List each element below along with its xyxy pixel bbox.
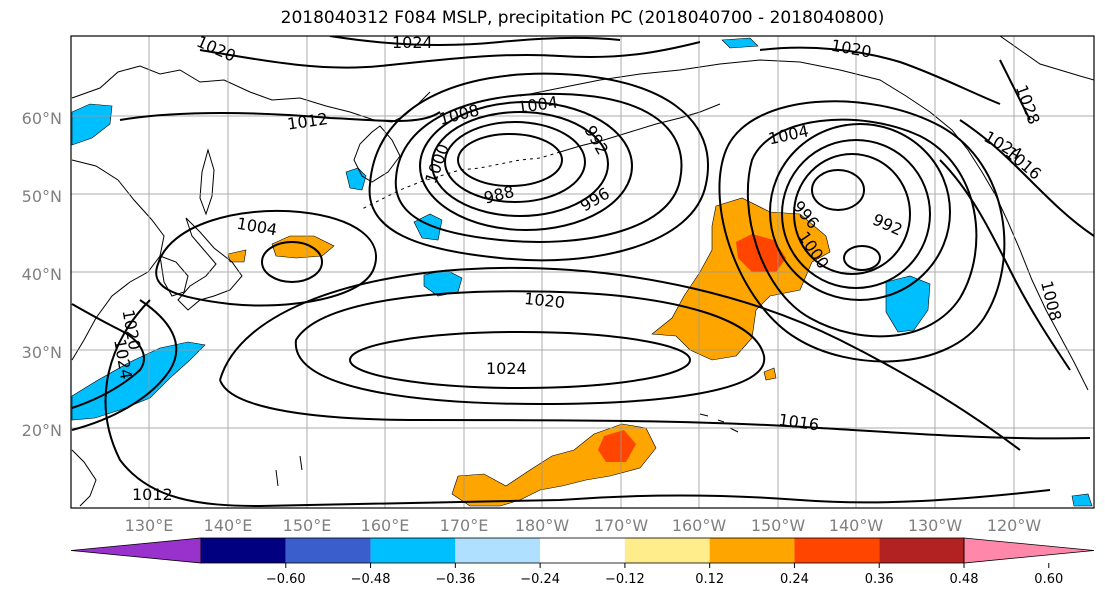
precip-area-bering [721, 37, 759, 49]
precip-area-nw [71, 103, 113, 146]
lat-label-20n: 20°N [22, 421, 62, 440]
coast-alaska-peninsula [559, 103, 721, 153]
lon-label: 180°W [515, 516, 570, 535]
graticule [71, 36, 1094, 508]
colorbar-tick-label: 0.48 [950, 572, 979, 587]
longitude-labels: 130°E 140°E 150°E 160°E 170°E 180°W 170°… [125, 516, 1042, 535]
lon-label: 170°E [440, 516, 489, 535]
precip-area-hawaii-core [598, 430, 636, 462]
coast-japan [177, 217, 243, 311]
lon-label: 160°W [672, 516, 727, 535]
colorbar-tick-label: 0.12 [695, 572, 724, 587]
colorbar-frame [200, 537, 965, 564]
isobar-high-1024 [349, 331, 691, 389]
isobar-label: 1024 [486, 359, 527, 378]
lon-label: 120°W [987, 516, 1042, 535]
colorbar-segment [370, 538, 456, 563]
isobar-ne-1028 [999, 59, 1031, 121]
colorbar-tick-label: 0.24 [780, 572, 809, 587]
colorbar-tick-label: 0.60 [1034, 572, 1063, 587]
lat-label-30n: 30°N [22, 343, 62, 362]
isobar-sw-1024 [71, 303, 145, 409]
lon-label: 130°W [908, 516, 963, 535]
isobar-low2-996 [781, 139, 931, 289]
isobar-1008-west [368, 72, 709, 262]
isobar-1016 [219, 266, 1091, 451]
colorbar-segment [794, 538, 880, 563]
lat-label-40n: 40°N [22, 265, 62, 284]
colorbar-segment [201, 538, 286, 563]
isobar-low1-996 [431, 111, 609, 217]
lat-label-60n: 60°N [22, 109, 62, 128]
latitude-labels: 60°N 50°N 40°N 30°N 20°N [22, 109, 62, 440]
colorbar-tick-label: −0.12 [605, 572, 645, 587]
lon-label: 150°W [751, 516, 806, 535]
coast-sakhalin [199, 148, 215, 216]
isobar-ne-1016 [939, 159, 1071, 371]
isobar-low3-inner [261, 241, 323, 283]
lon-label: 160°E [361, 516, 410, 535]
isobar-north-1012 [119, 111, 441, 122]
isobar-low2-inner2 [811, 169, 865, 211]
colorbar-extend-max [963, 537, 1095, 564]
colorbar-extend-min [70, 537, 202, 564]
isobar-low2-992 [793, 153, 911, 275]
map-title: 2018040312 F084 MSLP, precipitation PC (… [280, 8, 885, 28]
colorbar-tick-label: −0.36 [435, 572, 475, 587]
coast-kamchatka [353, 125, 401, 183]
isobars [71, 36, 1094, 507]
colorbar-segment [879, 538, 964, 563]
colorbar-segment [709, 538, 795, 563]
precip-area-sw-small [1071, 493, 1093, 507]
isobar-ne-1020 [759, 46, 1001, 105]
isobar-1012 [104, 299, 1051, 507]
colorbar-segment [455, 538, 541, 563]
isobar-low1-992 [444, 121, 586, 203]
coast-north-america [999, 36, 1094, 81]
coast-alaska [519, 59, 1089, 391]
isobar-1004-east [746, 118, 978, 338]
colorbar-segment [285, 538, 371, 563]
lon-label: 170°W [594, 516, 649, 535]
colorbar-tick-label: 0.36 [865, 572, 894, 587]
lon-label: 140°E [204, 516, 253, 535]
isobar-low3-outer [155, 209, 377, 307]
colorbar-segment [624, 538, 710, 563]
isobar-low1-1000 [419, 101, 633, 231]
isobar-1008-east [718, 100, 1006, 363]
colorbar-tick-label: −0.60 [266, 572, 306, 587]
isobar-north-1024 [329, 36, 621, 46]
colorbar-tick-label: −0.24 [520, 572, 560, 587]
isobar-sw-1020 [71, 299, 178, 431]
isobar-1004-west [394, 92, 683, 243]
precip-area-ne-pac-core [736, 234, 786, 272]
isobar-label: 1024 [392, 33, 433, 52]
isobar-label: 1020 [523, 289, 565, 312]
coast-philippines [71, 449, 97, 507]
isobar-north-1020 [199, 41, 701, 69]
lon-label: 130°E [125, 516, 174, 535]
map-frame [70, 35, 1095, 509]
colorbar: −0.60 −0.48 −0.36 −0.24 −0.12 0.12 0.24 0.36 0.4… [70, 537, 1095, 587]
isobar-low2-inner1 [843, 245, 881, 271]
lat-label-50n: 50°N [22, 187, 62, 206]
coast-hawaii [699, 413, 739, 433]
coast-islands-west [275, 455, 303, 487]
isobar-high-1020 [294, 290, 766, 406]
lon-label: 150°E [283, 516, 332, 535]
isobar-low2-1000 [769, 123, 951, 301]
isobar-ne-1024 [959, 119, 1094, 237]
coast-korea [159, 255, 189, 297]
lon-label: 140°W [829, 516, 884, 535]
colorbar-segment [540, 538, 625, 563]
colorbar-tick-label: −0.48 [351, 572, 391, 587]
isobar-label: 1012 [132, 485, 173, 504]
precip-area-gulf [885, 275, 931, 333]
precip-area-small-east [763, 367, 777, 381]
isobar-low1-988 [457, 133, 563, 187]
